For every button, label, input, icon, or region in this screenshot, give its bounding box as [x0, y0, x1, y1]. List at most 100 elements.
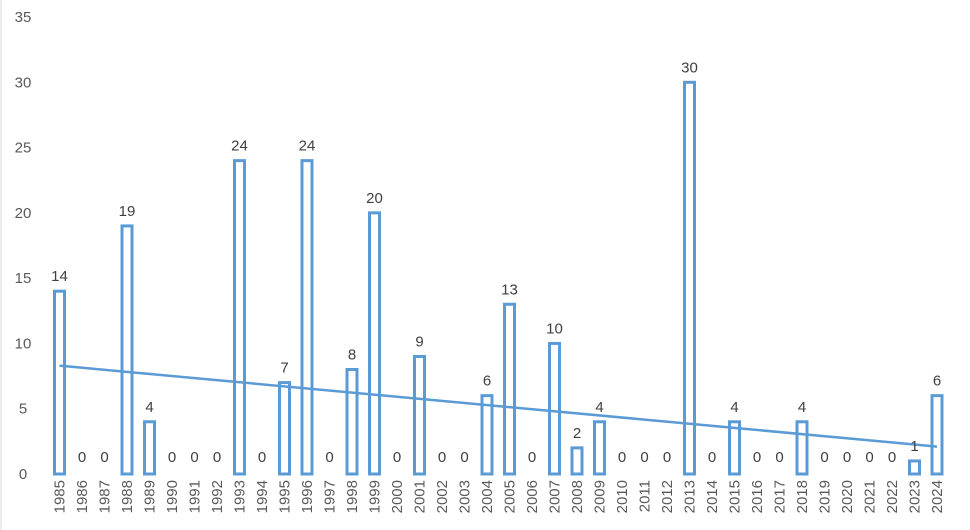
data-label-2010: 0	[618, 449, 626, 466]
data-label-2003: 0	[460, 449, 468, 466]
bar-1995	[278, 381, 291, 476]
data-label-2011: 0	[640, 449, 648, 466]
data-label-2015: 4	[730, 399, 738, 416]
x-tick-label-2002: 2002	[434, 480, 451, 513]
x-tick-label-2019: 2019	[817, 480, 834, 513]
y-axis: 0 5 10 15 20 25 30 35	[0, 0, 32, 530]
x-tick-label-2023: 2023	[907, 480, 924, 513]
data-label-2021: 0	[865, 449, 873, 466]
x-tick-label-1995: 1995	[277, 480, 294, 513]
bar-1996	[300, 159, 314, 476]
bar-2005	[503, 302, 516, 476]
data-label-2004: 6	[483, 373, 491, 390]
x-tick-label-2009: 2009	[592, 480, 609, 513]
data-label-2016: 0	[753, 449, 761, 466]
x-tick-label-1990: 1990	[164, 480, 181, 513]
x-tick-label-2017: 2017	[772, 480, 789, 513]
x-tick-label-2005: 2005	[502, 480, 519, 513]
x-axis: 1985 1986 1987 1988 1989 1990 1991 1992 1993 1994…	[52, 480, 947, 513]
x-tick-label-1992: 1992	[209, 480, 226, 513]
x-tick-label-1993: 1993	[232, 480, 249, 513]
x-tick-label-1994: 1994	[254, 480, 271, 513]
data-label-1987: 0	[100, 449, 108, 466]
x-tick-label-2012: 2012	[659, 480, 676, 513]
data-label-1990: 0	[168, 449, 176, 466]
data-label-2009: 4	[595, 399, 603, 416]
bar-2008	[570, 446, 584, 476]
y-tick-label: 35	[15, 9, 32, 26]
y-tick-label: 0	[19, 466, 27, 483]
data-label-2013: 30	[681, 59, 698, 76]
x-tick-label-2022: 2022	[884, 480, 901, 513]
x-tick-label-1989: 1989	[142, 480, 159, 513]
data-label-2023: 1	[910, 438, 918, 455]
bar-2015	[728, 420, 741, 476]
data-label-1991: 0	[190, 449, 198, 466]
x-tick-label-2015: 2015	[727, 480, 744, 513]
bar-2018	[795, 420, 809, 476]
bar-1989	[143, 420, 156, 476]
x-tick-label-1996: 1996	[299, 480, 316, 513]
x-tick-label-2024: 2024	[929, 480, 946, 513]
x-tick-label-1997: 1997	[322, 480, 339, 513]
data-label-2008: 2	[573, 425, 581, 442]
data-label-1994: 0	[258, 449, 266, 466]
data-label-1992: 0	[213, 449, 221, 466]
data-label-2020: 0	[843, 449, 851, 466]
x-tick-label-1988: 1988	[119, 480, 136, 513]
x-tick-label-2020: 2020	[839, 480, 856, 513]
bar-1985	[53, 289, 66, 476]
data-label-2000: 0	[393, 449, 401, 466]
bar-2007	[548, 341, 561, 476]
x-tick-label-2001: 2001	[412, 480, 429, 513]
x-tick-label-2006: 2006	[524, 480, 541, 513]
x-tick-label-2014: 2014	[704, 480, 721, 513]
y-tick-label: 5	[19, 401, 27, 418]
data-label-1989: 4	[145, 399, 153, 416]
y-tick-label: 10	[15, 335, 32, 352]
x-tick-label-2010: 2010	[614, 480, 631, 513]
bar-2024	[930, 394, 944, 476]
x-tick-label-1986: 1986	[74, 480, 91, 513]
data-label-2002: 0	[438, 449, 446, 466]
x-tick-label-2021: 2021	[862, 480, 879, 513]
x-tick-label-2000: 2000	[389, 480, 406, 513]
data-label-1993: 24	[231, 138, 248, 155]
x-tick-label-2008: 2008	[569, 480, 586, 513]
data-label-1995: 7	[280, 360, 288, 377]
data-label-2006: 0	[528, 449, 536, 466]
bar-1998	[345, 368, 359, 476]
data-label-2018: 4	[798, 399, 806, 416]
data-label-1986: 0	[78, 449, 86, 466]
bars	[53, 80, 944, 476]
x-tick-label-2004: 2004	[479, 480, 496, 513]
data-label-2001: 9	[415, 333, 423, 350]
bar-2023	[908, 459, 921, 476]
x-tick-label-1985: 1985	[52, 480, 69, 513]
data-label-2007: 10	[546, 320, 563, 337]
data-label-2022: 0	[888, 449, 896, 466]
data-label-2012: 0	[663, 449, 671, 466]
data-label-1996: 24	[299, 138, 316, 155]
x-tick-label-1987: 1987	[97, 480, 114, 513]
trendline-group	[59, 364, 938, 448]
bar-1993	[233, 159, 246, 476]
y-tick-label: 15	[15, 270, 32, 287]
data-label-1988: 19	[119, 203, 136, 220]
data-label-2014: 0	[708, 449, 716, 466]
x-tick-label-1991: 1991	[187, 480, 204, 513]
x-tick-label-2007: 2007	[547, 480, 564, 513]
bar-2001	[413, 354, 426, 476]
x-tick-label-2011: 2011	[637, 480, 654, 512]
bar-2009	[593, 420, 606, 476]
data-label-2005: 13	[501, 281, 518, 298]
data-label-2019: 0	[820, 449, 828, 466]
bar-1999	[368, 211, 381, 476]
x-tick-label-2013: 2013	[682, 480, 699, 513]
data-label-1998: 8	[348, 347, 356, 364]
bar-2013	[683, 80, 696, 476]
data-label-1999: 20	[366, 190, 383, 207]
